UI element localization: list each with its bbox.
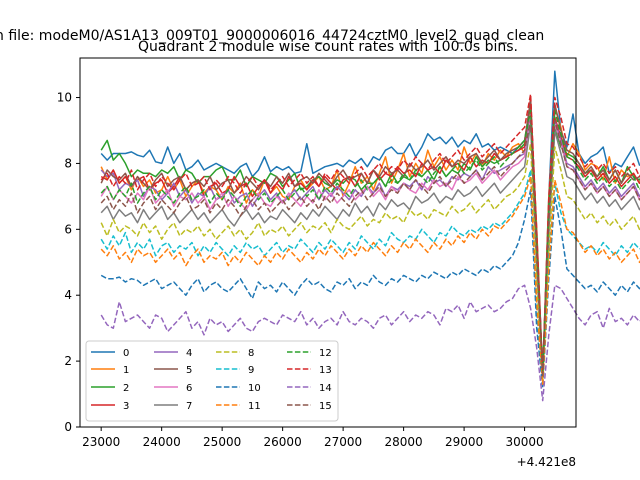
series-line-15	[100, 119, 640, 379]
legend-label-6: 6	[186, 383, 192, 394]
x-tick-label: 24000	[143, 435, 181, 449]
legend-label-10: 10	[248, 383, 261, 394]
legend-label-14: 14	[319, 383, 332, 394]
y-tick-label: 2	[64, 354, 72, 368]
series-line-10	[100, 189, 640, 389]
legend-label-9: 9	[248, 365, 254, 376]
series-line-5	[100, 100, 640, 376]
suptitle: n file: modeM0/AS1A13_009T01_9000006016_…	[0, 28, 544, 44]
series-line-7	[100, 123, 640, 379]
legend-label-13: 13	[319, 365, 332, 376]
legend-label-12: 12	[319, 348, 332, 359]
axes-frame	[79, 57, 577, 428]
chart-title: Quadrant 2 module wise count rates with …	[138, 39, 518, 55]
x-tick-label: 27000	[324, 435, 362, 449]
y-tick-label: 8	[64, 156, 72, 170]
y-tick-label: 6	[64, 222, 72, 236]
x-tick-label: 23000	[82, 435, 120, 449]
series-line-12	[100, 109, 640, 376]
legend-label-0: 0	[123, 348, 129, 359]
legend-label-7: 7	[186, 401, 192, 412]
x-tick-label: 25000	[203, 435, 241, 449]
legend-label-2: 2	[123, 383, 129, 394]
legend-box	[85, 340, 339, 422]
series-line-3	[100, 96, 640, 376]
y-axis: 0 2 4 6 8 10	[57, 91, 80, 434]
legend-label-8: 8	[248, 348, 254, 359]
legend-label-15: 15	[319, 401, 332, 412]
y-tick-label: 0	[64, 420, 72, 434]
x-offset-label: +4.421e8	[517, 455, 576, 469]
legend-label-3: 3	[123, 401, 129, 412]
y-tick-label: 10	[57, 91, 72, 105]
series-line-9	[100, 169, 640, 385]
legend-label-4: 4	[186, 348, 192, 359]
y-tick-label: 4	[64, 288, 72, 302]
legend-label-5: 5	[186, 365, 192, 376]
x-tick-label: 29000	[445, 435, 483, 449]
series-line-1	[100, 103, 640, 379]
x-tick-label: 26000	[264, 435, 302, 449]
series-line-0	[100, 70, 640, 376]
series-lines	[100, 70, 640, 402]
x-tick-label: 30000	[505, 435, 543, 449]
legend-label-1: 1	[123, 365, 129, 376]
series-line-8	[100, 142, 640, 382]
series-line-6	[100, 116, 640, 379]
series-line-13	[100, 93, 640, 376]
series-line-11	[100, 175, 640, 385]
x-tick-label: 28000	[385, 435, 423, 449]
legend-label-11: 11	[248, 401, 261, 412]
series-line-14	[100, 284, 640, 402]
x-axis: 23000 24000 25000 26000 27000 28000 29000 30000	[82, 427, 544, 449]
